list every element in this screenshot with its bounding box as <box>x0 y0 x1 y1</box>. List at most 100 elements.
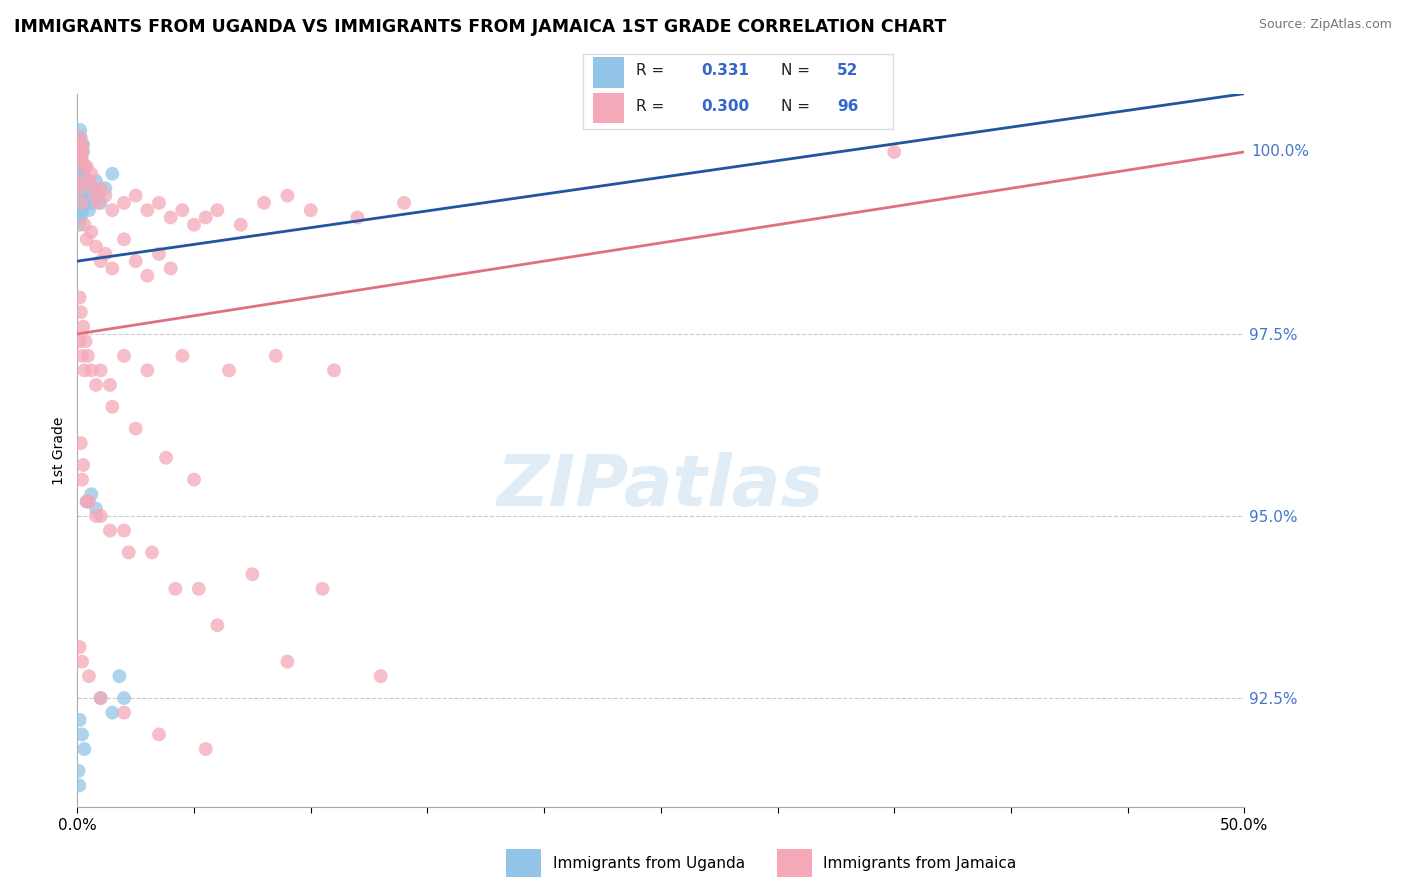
Point <box>67 145 90 159</box>
Point <box>276 655 298 669</box>
Point <box>67 181 90 195</box>
Point <box>323 363 346 377</box>
Point <box>76 188 98 202</box>
Point <box>165 582 187 596</box>
Point <box>159 211 181 225</box>
Point <box>94 181 117 195</box>
Point <box>72 181 94 195</box>
Text: Immigrants from Uganda: Immigrants from Uganda <box>553 855 745 871</box>
Point <box>112 349 135 363</box>
Point <box>67 211 90 225</box>
Bar <box>506 849 541 877</box>
Point <box>108 669 131 683</box>
Point <box>67 174 90 188</box>
Point <box>90 691 112 706</box>
Point <box>73 160 96 174</box>
Point <box>276 188 298 202</box>
Point <box>73 218 96 232</box>
Point <box>80 487 103 501</box>
Point <box>77 669 100 683</box>
Point <box>70 160 93 174</box>
Point <box>69 145 91 159</box>
Text: 52: 52 <box>837 63 859 78</box>
Point <box>73 160 96 174</box>
Point <box>69 211 91 225</box>
Point <box>87 195 110 210</box>
Point <box>136 268 159 283</box>
Point <box>183 218 205 232</box>
Point <box>76 160 98 174</box>
Point <box>73 167 96 181</box>
Point <box>70 174 93 188</box>
Bar <box>593 57 624 87</box>
Point <box>67 174 90 188</box>
Point <box>183 473 205 487</box>
Point <box>101 203 124 218</box>
Point <box>84 188 107 202</box>
Point <box>73 742 96 756</box>
Point <box>70 152 93 166</box>
Point <box>69 152 91 166</box>
Point <box>80 195 103 210</box>
Point <box>67 130 90 145</box>
Point <box>172 349 194 363</box>
Point <box>72 203 94 218</box>
Point <box>98 378 121 392</box>
Point <box>69 188 91 202</box>
Point <box>73 363 96 377</box>
Point <box>118 545 141 559</box>
Point <box>90 691 112 706</box>
Point <box>253 195 276 210</box>
Point <box>90 254 112 268</box>
Text: 0.300: 0.300 <box>702 99 749 114</box>
Point <box>73 195 96 210</box>
Text: Source: ZipAtlas.com: Source: ZipAtlas.com <box>1258 18 1392 31</box>
Point <box>76 349 98 363</box>
Point <box>84 239 107 253</box>
Point <box>72 458 94 472</box>
Point <box>76 494 98 508</box>
Point <box>67 779 90 793</box>
Point <box>87 188 110 202</box>
Point <box>229 218 252 232</box>
Point <box>69 145 91 159</box>
Point <box>90 363 112 377</box>
Point <box>346 211 368 225</box>
Point <box>67 218 90 232</box>
Point <box>72 319 94 334</box>
Point <box>207 203 229 218</box>
Point <box>141 545 163 559</box>
Point <box>392 195 415 210</box>
Point <box>112 691 135 706</box>
Point <box>77 494 100 508</box>
Point <box>69 130 91 145</box>
Text: N =: N = <box>782 63 815 78</box>
Point <box>136 203 159 218</box>
Point <box>67 137 90 152</box>
Point <box>69 181 91 195</box>
Point <box>84 501 107 516</box>
Point <box>148 195 170 210</box>
Point <box>112 232 135 246</box>
Point <box>207 618 229 632</box>
Point <box>242 567 264 582</box>
Point <box>311 582 333 596</box>
Point <box>124 422 148 436</box>
Point <box>112 195 135 210</box>
Point <box>84 508 107 523</box>
Point <box>69 195 91 210</box>
Point <box>218 363 240 377</box>
Point <box>69 640 91 654</box>
Point <box>69 145 91 159</box>
Point <box>72 137 94 152</box>
Point <box>148 727 170 741</box>
Point <box>124 254 148 268</box>
Point <box>69 137 91 152</box>
Bar <box>778 849 811 877</box>
Point <box>76 232 98 246</box>
Point <box>69 291 91 305</box>
Text: Immigrants from Jamaica: Immigrants from Jamaica <box>824 855 1017 871</box>
Point <box>69 305 91 319</box>
Bar <box>593 93 624 123</box>
Point <box>172 203 194 218</box>
